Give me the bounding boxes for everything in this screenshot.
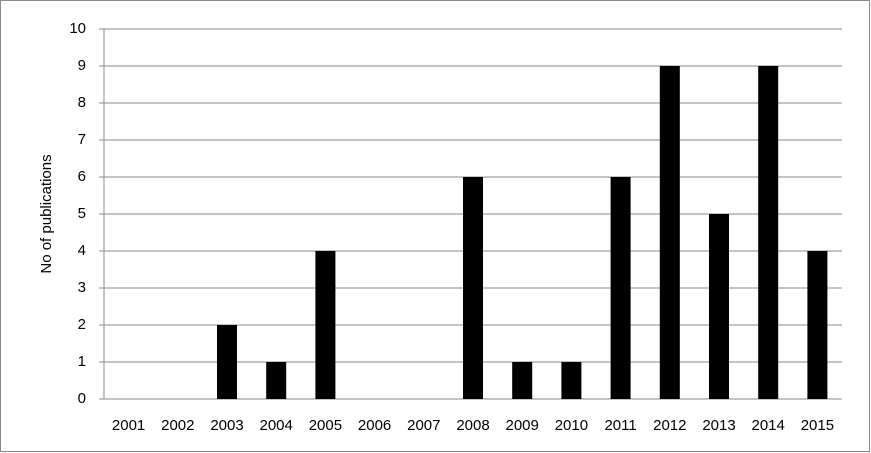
bar: [659, 66, 680, 399]
bar: [463, 177, 483, 399]
x-tick-label: 2003: [210, 417, 243, 434]
bar: [266, 362, 287, 399]
x-tick-label: 2002: [161, 417, 194, 434]
y-axis-label: No of publications: [38, 154, 55, 273]
bar: [561, 362, 582, 399]
x-tick-label: 2014: [752, 417, 785, 434]
bar: [610, 177, 631, 399]
x-tick-label: 2008: [456, 417, 489, 434]
y-tick-label: 3: [78, 279, 86, 296]
x-tick-label: 2013: [702, 417, 735, 434]
y-tick-label: 4: [78, 242, 86, 259]
x-tick-label: 2015: [801, 417, 834, 434]
y-tick-label: 10: [69, 20, 86, 37]
y-tick-label: 9: [78, 57, 86, 74]
y-tick-label: 8: [78, 94, 86, 111]
x-tick-label: 2010: [555, 417, 588, 434]
x-tick-label: 2001: [112, 417, 145, 434]
y-tick-label: 5: [78, 205, 86, 222]
y-tick-label: 2: [78, 316, 86, 333]
bar: [758, 66, 779, 399]
bar: [512, 362, 533, 399]
bar: [807, 251, 828, 399]
x-tick-label: 2004: [260, 417, 293, 434]
x-tick-label: 2005: [309, 417, 342, 434]
x-tick-label: 2011: [604, 417, 636, 434]
bar: [315, 251, 336, 399]
bar: [709, 214, 729, 399]
y-tick-label: 0: [78, 390, 86, 407]
y-tick-label: 7: [78, 131, 86, 148]
x-tick-label: 2009: [506, 417, 539, 434]
x-tick-label: 2012: [653, 417, 686, 434]
x-tick-label: 2007: [407, 417, 440, 434]
y-tick-label: 6: [78, 168, 86, 185]
x-tick-label: 2006: [358, 417, 391, 434]
bar: [217, 325, 237, 399]
y-tick-label: 1: [78, 353, 86, 370]
